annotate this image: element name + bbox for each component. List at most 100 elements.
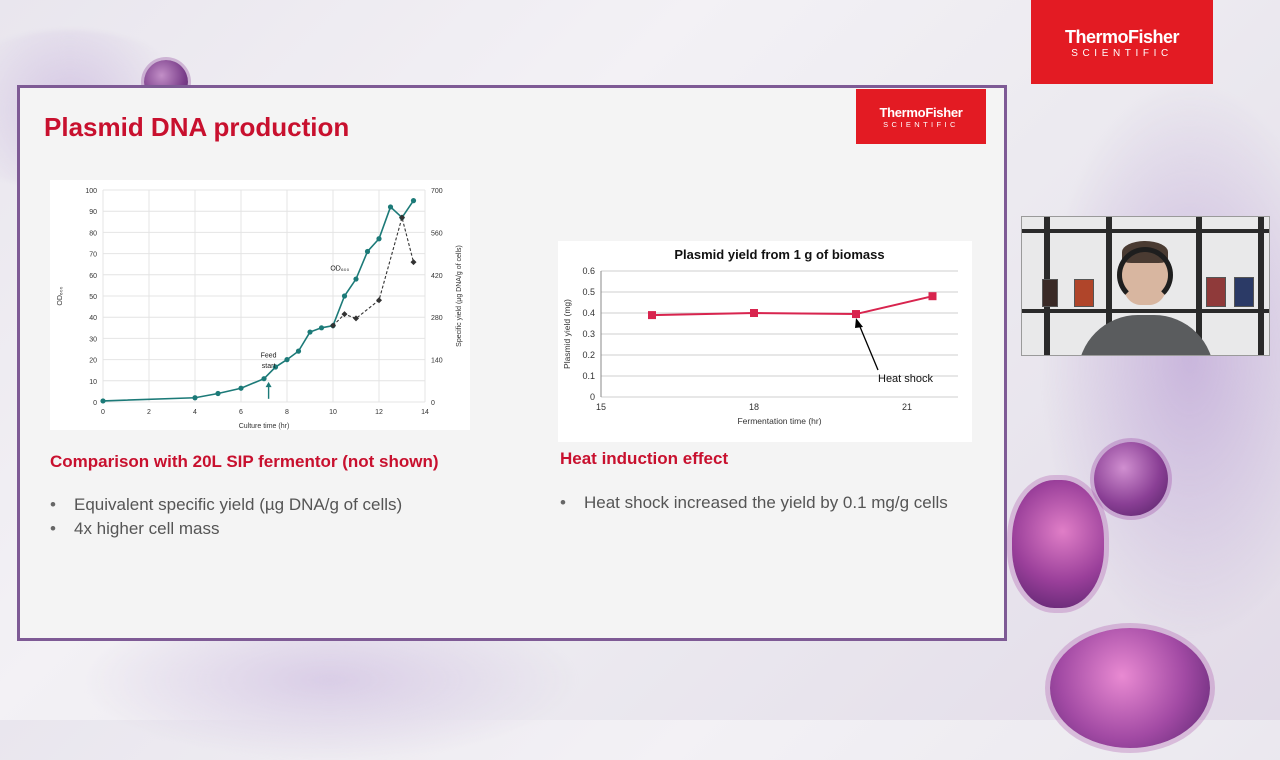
od-data-point <box>364 248 371 255</box>
y-tick-label: 70 <box>89 252 97 259</box>
yield-data-point <box>410 259 417 266</box>
feed-start-arrow-icon <box>265 381 272 388</box>
x-tick-label: 18 <box>749 402 759 412</box>
y-tick-label: 0.6 <box>582 266 595 276</box>
y-tick-label: 100 <box>85 188 97 195</box>
od-data-point <box>100 398 106 404</box>
yield-data-point <box>852 310 860 319</box>
chart-annotation: start <box>262 363 276 370</box>
y-tick-label: 60 <box>89 273 97 280</box>
yield-data-point <box>376 297 382 304</box>
y-axis-label: OD₆₀₀ <box>57 286 64 305</box>
heat-induction-bullets: Heat shock increased the yield by 0.1 mg… <box>560 491 948 515</box>
od-data-point <box>295 348 302 354</box>
brand-sub: SCIENTIFIC <box>1071 48 1173 59</box>
chart-title: Plasmid yield from 1 g of biomass <box>674 247 884 262</box>
od-series-line <box>102 200 415 402</box>
y-tick-label: 90 <box>89 209 97 216</box>
y2-axis-label: Specific yield (µg DNA/g of cells) <box>456 245 463 347</box>
brand-sub: SCIENTIFIC <box>883 119 959 129</box>
y-tick-label: 30 <box>89 336 97 343</box>
od-data-point <box>261 376 267 382</box>
od-data-point <box>192 395 198 401</box>
x-tick-label: 6 <box>239 409 243 416</box>
y2-tick-label: 560 <box>431 230 443 237</box>
chart-annotation: Heat shock <box>878 373 934 385</box>
y-tick-label: 10 <box>89 379 97 386</box>
od-data-point <box>410 198 417 204</box>
bullet-item: Heat shock increased the yield by 0.1 mg… <box>560 491 948 515</box>
yield-series-line <box>332 215 415 327</box>
y-tick-label: 40 <box>89 315 97 322</box>
y-tick-label: 50 <box>89 294 97 301</box>
y2-tick-label: 140 <box>431 358 443 365</box>
y-axis-label: Plasmid yield (mg) <box>562 299 572 369</box>
x-axis-label: Culture time (hr) <box>239 423 290 430</box>
growth-chart: 0 10 20 30 40 50 60 70 80 90 100 0 2 4 6 8 10 12 14 0 140 280… <box>50 180 470 430</box>
x-tick-label: 8 <box>285 409 289 416</box>
y2-tick-label: 280 <box>431 315 443 322</box>
brand-logo-top: ThermoFisher SCIENTIFIC <box>1031 0 1213 84</box>
presenter-body <box>1078 315 1214 355</box>
y-tick-label: 80 <box>89 230 97 237</box>
y2-tick-label: 700 <box>431 188 443 195</box>
x-tick-label: 2 <box>147 409 151 416</box>
bullet-item: 4x higher cell mass <box>50 517 402 541</box>
od-data-point <box>387 204 394 210</box>
plasmid-yield-chart-svg: Plasmid yield from 1 g of biomass 0 0.1 0.2… <box>562 247 958 426</box>
chart-annotation: OD₆₀₀ <box>330 266 349 273</box>
brand-name: ThermoFisher <box>879 104 963 120</box>
od-data-point <box>215 390 221 397</box>
y-tick-label: 20 <box>89 358 97 365</box>
x-tick-label: 4 <box>193 409 197 416</box>
yield-data-point <box>330 322 336 329</box>
heat-shock-arrow-icon <box>855 318 863 329</box>
od-data-point <box>284 357 290 363</box>
yield-series-line <box>651 295 933 317</box>
headphone-icon <box>1117 247 1173 303</box>
yield-data-point <box>750 309 758 317</box>
y-tick-label: 0.2 <box>582 350 595 360</box>
yield-data-point <box>341 311 348 318</box>
virus-illustration <box>1050 628 1210 748</box>
comparison-heading: Comparison with 20L SIP fermentor (not s… <box>50 452 439 471</box>
yield-data-point <box>399 214 405 221</box>
y2-tick-label: 0 <box>431 400 435 407</box>
x-tick-label: 14 <box>421 409 429 416</box>
x-axis-label: Fermentation time (hr) <box>737 416 821 426</box>
brand-name: ThermoFisher <box>1064 27 1180 47</box>
plasmid-yield-chart: Plasmid yield from 1 g of biomass 0 0.1 0.2… <box>558 241 972 442</box>
x-tick-label: 15 <box>596 402 606 412</box>
od-data-point <box>272 364 279 370</box>
heat-shock-arrow-shaft <box>857 321 879 371</box>
od-data-point <box>353 276 359 282</box>
yield-data-point <box>928 292 937 301</box>
slide-title: Plasmid DNA production <box>44 112 350 142</box>
od-data-point <box>341 293 348 299</box>
virus-illustration <box>1094 442 1168 516</box>
yield-data-point <box>353 315 359 322</box>
y2-tick-label: 420 <box>431 273 443 280</box>
yield-data-point <box>648 311 656 320</box>
presentation-slide: Plasmid DNA production ThermoFisher SCIE… <box>17 85 1007 641</box>
od-data-point <box>307 329 313 335</box>
y-tick-label: 0.4 <box>582 308 595 318</box>
od-data-point <box>238 385 244 391</box>
y-tick-label: 0 <box>93 400 97 407</box>
y-tick-label: 0.1 <box>582 371 595 381</box>
chart-annotation: Feed <box>261 352 277 359</box>
y-tick-label: 0.3 <box>582 329 595 339</box>
x-tick-label: 21 <box>902 402 912 412</box>
brand-logo-slide: ThermoFisher SCIENTIFIC <box>856 89 986 144</box>
heat-induction-heading: Heat induction effect <box>560 449 729 468</box>
od-data-point <box>376 236 382 242</box>
virus-illustration <box>1012 480 1104 608</box>
bullet-item: Equivalent specific yield (µg DNA/g of c… <box>50 493 402 517</box>
x-tick-label: 0 <box>101 409 105 416</box>
x-tick-label: 10 <box>329 409 337 416</box>
y-tick-label: 0.5 <box>582 287 595 297</box>
x-tick-label: 12 <box>375 409 383 416</box>
y-tick-label: 0 <box>590 392 595 402</box>
presenter-webcam <box>1021 216 1270 356</box>
